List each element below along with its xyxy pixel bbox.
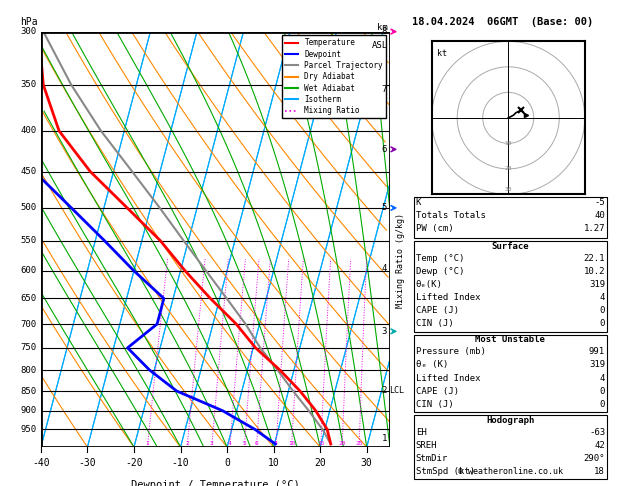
Text: -63: -63: [589, 428, 605, 436]
Text: hPa: hPa: [19, 17, 37, 27]
Text: 5: 5: [243, 441, 247, 446]
Text: 900: 900: [21, 406, 36, 415]
Text: Lifted Index: Lifted Index: [416, 293, 481, 302]
Text: Dewp (°C): Dewp (°C): [416, 267, 464, 276]
Text: 1: 1: [381, 434, 387, 443]
Text: 4: 4: [599, 374, 605, 382]
Text: 1: 1: [145, 441, 149, 446]
Text: 25: 25: [355, 441, 363, 446]
Text: 3: 3: [381, 327, 387, 336]
Text: 950: 950: [21, 425, 36, 434]
Text: Temp (°C): Temp (°C): [416, 254, 464, 263]
Text: Most Unstable: Most Unstable: [476, 335, 545, 345]
Text: 2: 2: [186, 441, 189, 446]
Text: 400: 400: [21, 126, 36, 136]
Text: 3: 3: [210, 441, 214, 446]
Text: kt: kt: [437, 49, 447, 58]
Text: 40: 40: [594, 211, 605, 220]
Text: 42: 42: [594, 441, 605, 450]
Text: 650: 650: [21, 294, 36, 303]
Text: 20: 20: [314, 457, 326, 468]
Text: 10: 10: [504, 141, 512, 146]
Text: 30: 30: [504, 187, 512, 192]
Text: Totals Totals: Totals Totals: [416, 211, 486, 220]
Text: Pressure (mb): Pressure (mb): [416, 347, 486, 356]
Text: EH: EH: [416, 428, 426, 436]
Text: 450: 450: [21, 167, 36, 176]
Text: 300: 300: [21, 27, 36, 36]
Text: -20: -20: [125, 457, 143, 468]
Text: PW (cm): PW (cm): [416, 224, 454, 233]
Text: 20: 20: [504, 166, 512, 172]
Text: 1.27: 1.27: [584, 224, 605, 233]
Text: 750: 750: [21, 343, 36, 352]
Text: 20: 20: [338, 441, 346, 446]
Text: 0: 0: [599, 306, 605, 315]
Text: 319: 319: [589, 280, 605, 289]
Text: Mixing Ratio (g/kg): Mixing Ratio (g/kg): [396, 213, 405, 308]
Text: -40: -40: [32, 457, 50, 468]
Text: 18: 18: [594, 467, 605, 476]
Text: 10: 10: [268, 457, 279, 468]
Text: 18.04.2024  06GMT  (Base: 00): 18.04.2024 06GMT (Base: 00): [412, 17, 593, 27]
Text: 22.1: 22.1: [584, 254, 605, 263]
Text: LCL: LCL: [389, 386, 404, 395]
Text: 2: 2: [381, 386, 387, 395]
Text: Hodograph: Hodograph: [486, 416, 535, 425]
Text: 7: 7: [381, 85, 387, 94]
Text: 30: 30: [361, 457, 372, 468]
Text: 0: 0: [224, 457, 230, 468]
Text: 10.2: 10.2: [584, 267, 605, 276]
Text: K: K: [416, 198, 421, 207]
Text: © weatheronline.co.uk: © weatheronline.co.uk: [458, 467, 563, 476]
Text: 850: 850: [21, 386, 36, 396]
Text: 10: 10: [288, 441, 295, 446]
Text: StmSpd (kt): StmSpd (kt): [416, 467, 475, 476]
Text: -10: -10: [172, 457, 189, 468]
Text: 0: 0: [599, 319, 605, 329]
Text: Lifted Index: Lifted Index: [416, 374, 481, 382]
Text: 991: 991: [589, 347, 605, 356]
Text: StmDir: StmDir: [416, 454, 448, 463]
Text: 4: 4: [599, 293, 605, 302]
Text: -30: -30: [79, 457, 96, 468]
Text: 6: 6: [255, 441, 259, 446]
Text: ASL: ASL: [372, 41, 388, 51]
Text: km: km: [377, 22, 388, 32]
Text: 6: 6: [381, 145, 387, 154]
Text: 15: 15: [317, 441, 325, 446]
Text: θₑ(K): θₑ(K): [416, 280, 443, 289]
Text: Surface: Surface: [492, 242, 529, 251]
Text: 350: 350: [21, 80, 36, 89]
Text: 0: 0: [599, 387, 605, 396]
Text: 290°: 290°: [584, 454, 605, 463]
Text: CIN (J): CIN (J): [416, 319, 454, 329]
Text: 550: 550: [21, 236, 36, 245]
Text: 5: 5: [381, 204, 387, 212]
Text: -5: -5: [594, 198, 605, 207]
Text: SREH: SREH: [416, 441, 437, 450]
Text: 4: 4: [228, 441, 232, 446]
Text: 700: 700: [21, 319, 36, 329]
Text: 319: 319: [589, 361, 605, 369]
Text: CAPE (J): CAPE (J): [416, 387, 459, 396]
Text: 600: 600: [21, 266, 36, 275]
Text: 0: 0: [599, 400, 605, 409]
Text: θₑ (K): θₑ (K): [416, 361, 448, 369]
Legend: Temperature, Dewpoint, Parcel Trajectory, Dry Adiabat, Wet Adiabat, Isotherm, Mi: Temperature, Dewpoint, Parcel Trajectory…: [282, 35, 386, 118]
Text: CAPE (J): CAPE (J): [416, 306, 459, 315]
Text: 800: 800: [21, 365, 36, 375]
Text: CIN (J): CIN (J): [416, 400, 454, 409]
Text: Dewpoint / Temperature (°C): Dewpoint / Temperature (°C): [131, 480, 300, 486]
Text: 500: 500: [21, 204, 36, 212]
Text: 8: 8: [274, 441, 278, 446]
Text: 4: 4: [381, 264, 387, 273]
Text: 8: 8: [381, 27, 387, 36]
